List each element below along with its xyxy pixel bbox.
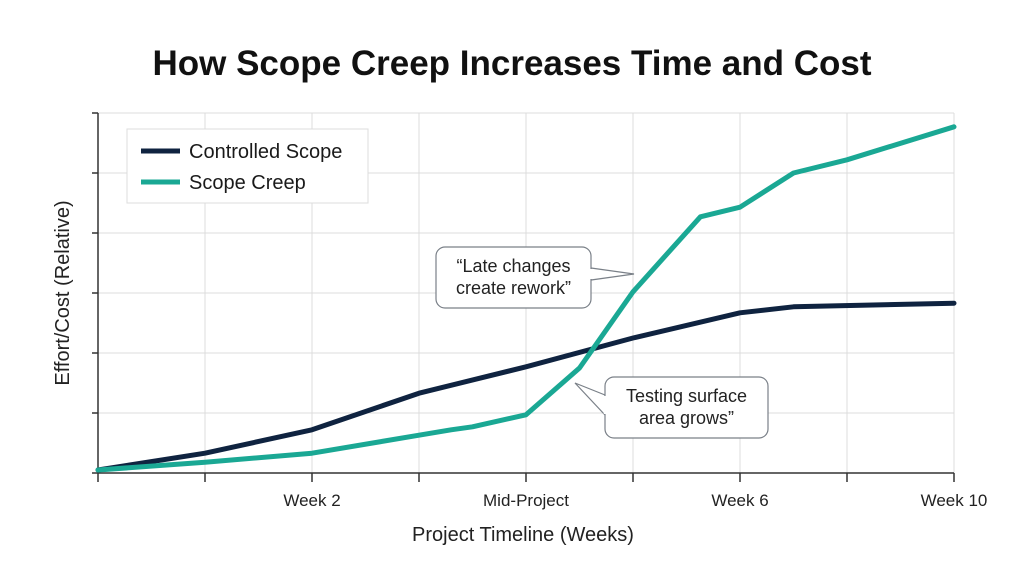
legend: Controlled Scope Scope Creep [126, 128, 369, 204]
legend-label-controlled: Controlled Scope [189, 141, 342, 163]
series-lines [95, 124, 957, 473]
y-axis-label: Effort/Cost (Relative) [52, 200, 74, 385]
annotation-text: “Late changes [456, 256, 570, 276]
x-tick-label: Week 6 [711, 491, 768, 510]
legend-label-creep: Scope Creep [189, 172, 306, 194]
annotation-text: area grows” [639, 408, 734, 428]
x-tick-label: Mid-Project [483, 491, 569, 510]
x-tick-label: Week 10 [921, 491, 988, 510]
x-tick-label: Week 2 [283, 491, 340, 510]
chart-title: How Scope Creep Increases Time and Cost [152, 44, 871, 83]
callout-pointer [590, 267, 635, 281]
series-line-scope-creep [95, 124, 957, 473]
annotation-text: create rework” [456, 278, 571, 298]
series-line-controlled-scope [95, 300, 957, 473]
axes: Week 2 Mid-Project Week 6 Week 10 [92, 112, 988, 510]
x-axis-label: Project Timeline (Weeks) [412, 524, 634, 546]
callout-pointer [574, 382, 606, 417]
annotation-text: Testing surface [626, 386, 747, 406]
legend-box [126, 128, 369, 204]
